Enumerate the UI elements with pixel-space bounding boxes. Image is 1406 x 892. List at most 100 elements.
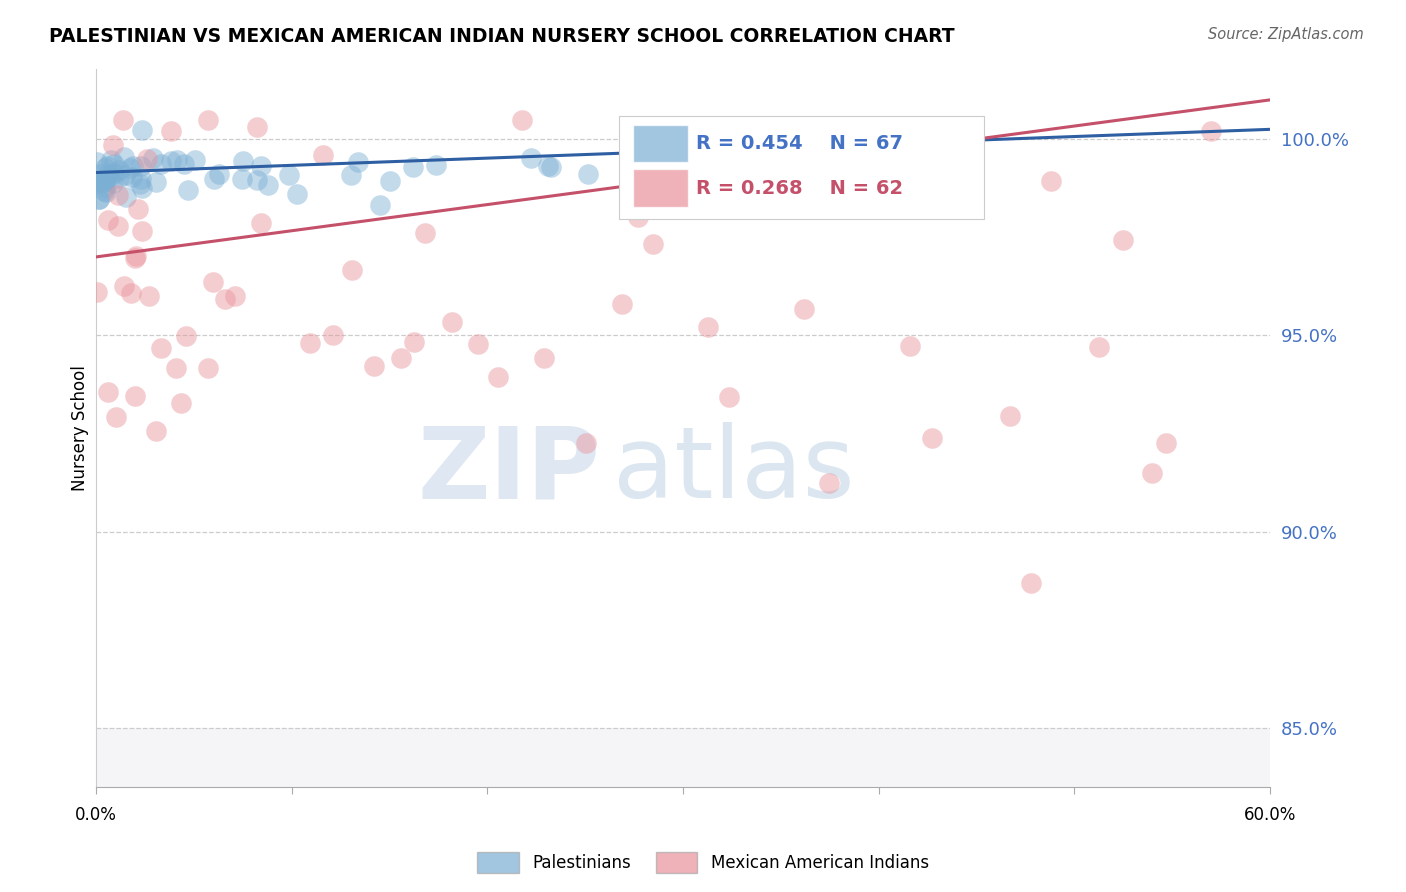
- Point: [817, 476, 839, 491]
- Point: [246, 173, 269, 187]
- Point: [697, 320, 720, 334]
- Point: [107, 187, 129, 202]
- Point: [131, 123, 153, 137]
- Point: [96, 159, 118, 173]
- Point: [232, 153, 254, 168]
- Point: [160, 154, 183, 169]
- Point: [467, 337, 489, 351]
- Point: [1040, 174, 1063, 188]
- Point: [641, 237, 664, 252]
- Point: [1199, 124, 1222, 138]
- Point: [575, 435, 598, 450]
- Point: [176, 328, 198, 343]
- Point: [93, 174, 115, 188]
- Point: [93, 184, 115, 198]
- Point: [717, 157, 740, 171]
- Point: [370, 197, 392, 211]
- Point: [160, 124, 183, 138]
- Point: [197, 360, 219, 375]
- Point: [921, 431, 943, 445]
- Point: [202, 172, 225, 186]
- Point: [250, 216, 273, 230]
- Point: [322, 327, 344, 342]
- Point: [101, 166, 124, 180]
- Point: [441, 315, 464, 329]
- Point: [121, 169, 143, 184]
- Point: [520, 151, 543, 165]
- Point: [1140, 467, 1163, 481]
- Point: [129, 172, 152, 186]
- Point: [183, 153, 205, 167]
- Point: [845, 137, 868, 152]
- Text: atlas: atlas: [613, 422, 855, 519]
- Point: [114, 168, 136, 182]
- Point: [533, 351, 555, 365]
- Point: [224, 289, 246, 303]
- Point: [744, 156, 766, 170]
- Point: [94, 161, 117, 175]
- Text: 0.0%: 0.0%: [76, 806, 117, 824]
- Point: [107, 219, 129, 233]
- Point: [1154, 435, 1177, 450]
- Point: [623, 156, 645, 170]
- Point: [118, 161, 141, 175]
- Point: [298, 336, 321, 351]
- Point: [89, 192, 111, 206]
- Point: [627, 210, 650, 224]
- Point: [176, 183, 198, 197]
- Point: [86, 155, 108, 169]
- Point: [165, 360, 187, 375]
- Point: [129, 160, 152, 174]
- Text: ZIP: ZIP: [418, 422, 600, 519]
- Point: [87, 175, 110, 189]
- Point: [1088, 340, 1111, 354]
- Point: [89, 174, 111, 188]
- Point: [112, 278, 135, 293]
- Point: [145, 425, 167, 439]
- Point: [86, 285, 108, 299]
- Point: [111, 112, 134, 127]
- Point: [120, 285, 142, 300]
- Point: [1112, 233, 1135, 247]
- Point: [166, 153, 188, 167]
- Point: [824, 142, 846, 156]
- Point: [231, 172, 253, 186]
- Point: [173, 157, 195, 171]
- Text: R = 0.454    N = 67: R = 0.454 N = 67: [696, 134, 903, 153]
- Point: [108, 162, 131, 177]
- Point: [347, 155, 370, 169]
- Point: [285, 187, 308, 202]
- Point: [100, 153, 122, 168]
- Point: [103, 157, 125, 171]
- Point: [103, 167, 125, 181]
- Legend: Palestinians, Mexican American Indians: Palestinians, Mexican American Indians: [471, 846, 935, 880]
- Point: [612, 296, 634, 310]
- Y-axis label: Nursery School: Nursery School: [72, 365, 89, 491]
- Point: [214, 292, 236, 306]
- Point: [127, 202, 149, 217]
- Text: PALESTINIAN VS MEXICAN AMERICAN INDIAN NURSERY SCHOOL CORRELATION CHART: PALESTINIAN VS MEXICAN AMERICAN INDIAN N…: [49, 27, 955, 45]
- Point: [256, 178, 278, 192]
- Point: [900, 339, 922, 353]
- Point: [115, 190, 138, 204]
- Point: [250, 159, 273, 173]
- Point: [402, 160, 425, 174]
- Point: [389, 351, 412, 365]
- Point: [793, 302, 815, 317]
- Point: [104, 410, 127, 425]
- Text: Source: ZipAtlas.com: Source: ZipAtlas.com: [1208, 27, 1364, 42]
- Point: [101, 176, 124, 190]
- Point: [363, 359, 385, 373]
- Point: [121, 159, 143, 173]
- Point: [97, 385, 120, 400]
- Point: [150, 342, 173, 356]
- Point: [125, 249, 148, 263]
- Point: [536, 159, 558, 173]
- Point: [131, 180, 153, 194]
- Point: [131, 224, 153, 238]
- Point: [90, 167, 112, 181]
- Point: [149, 157, 172, 171]
- Point: [246, 120, 269, 134]
- Point: [380, 174, 402, 188]
- Point: [402, 335, 425, 350]
